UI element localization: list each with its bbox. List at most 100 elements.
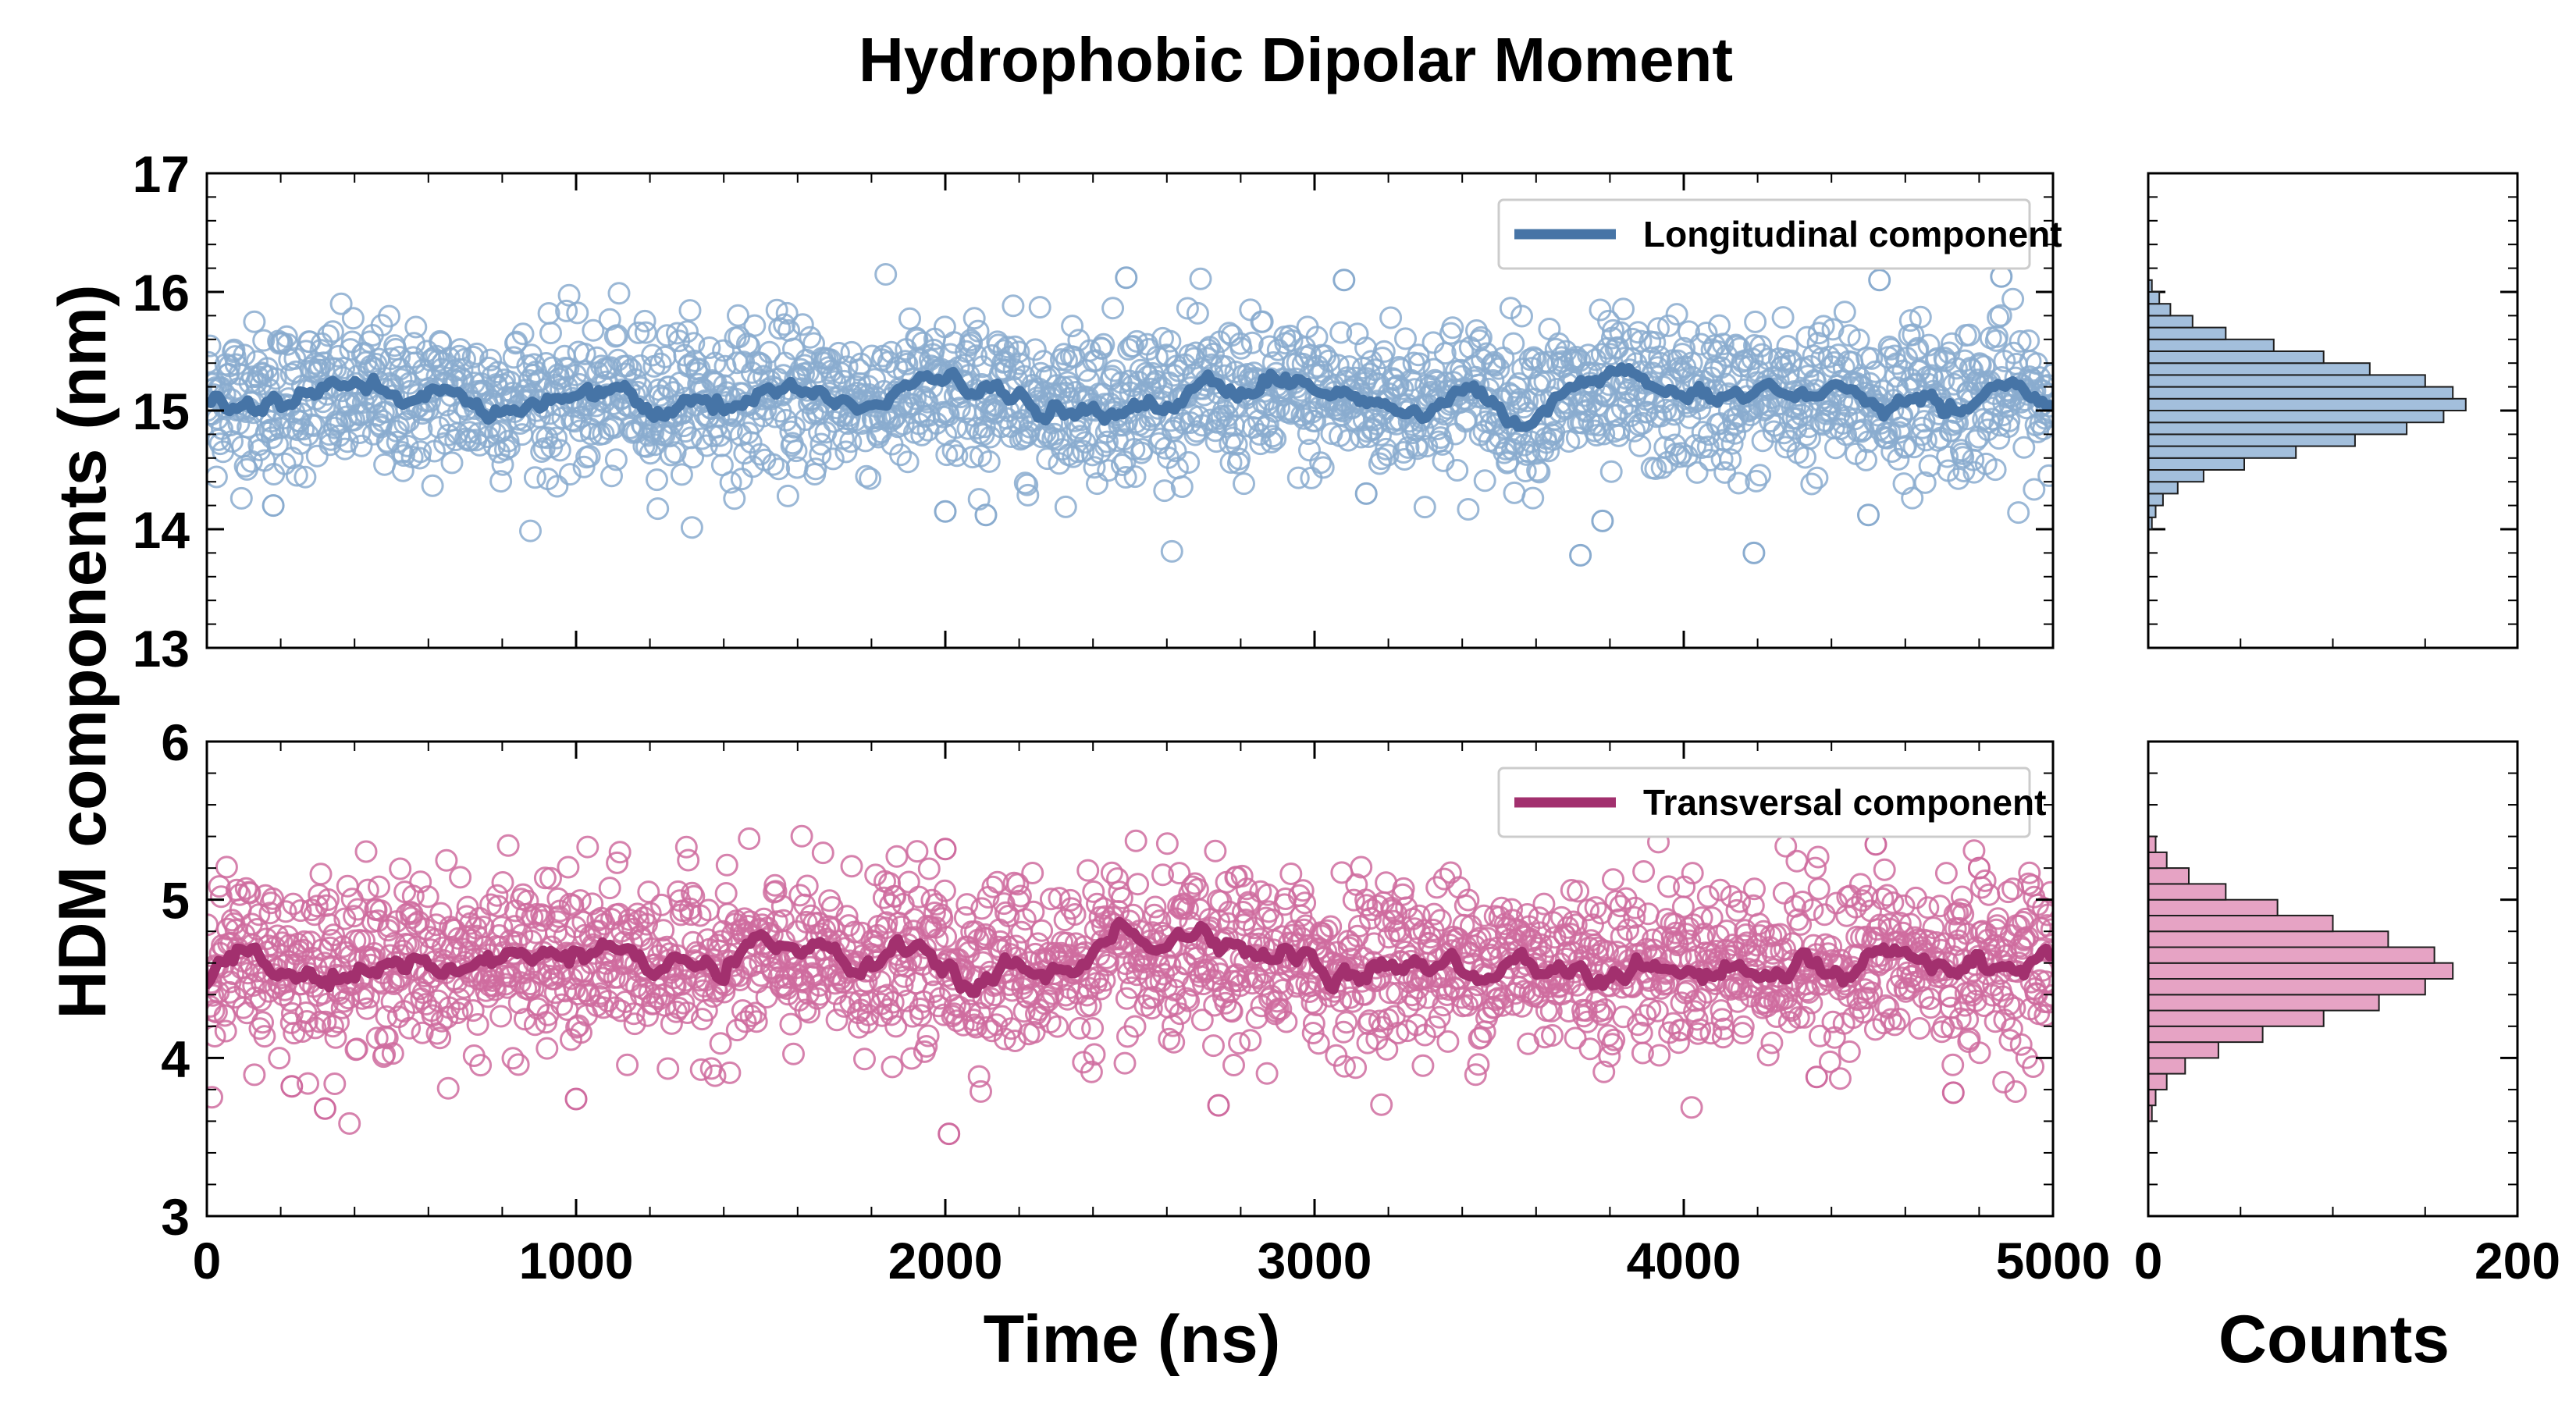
data-point (910, 423, 934, 446)
data-point (1196, 338, 1219, 361)
data-point (1264, 427, 1287, 450)
data-point (209, 885, 233, 909)
data-point (1719, 448, 1742, 471)
data-point (934, 925, 958, 948)
data-point (1131, 438, 1154, 461)
data-point (980, 987, 1002, 1010)
data-point (582, 318, 605, 342)
data-point (763, 405, 787, 429)
data-point (546, 475, 569, 498)
data-point (1592, 422, 1616, 446)
data-point (1780, 999, 1803, 1023)
data-point (2037, 464, 2053, 487)
data-point (1510, 304, 1533, 328)
data-point (1643, 331, 1667, 354)
data-point (1908, 1017, 1931, 1040)
hist-bar (2147, 315, 2194, 329)
data-point (808, 421, 831, 444)
x-tick-label: 5000 (1996, 1232, 2111, 1289)
data-point (284, 360, 308, 383)
data-point (1528, 461, 1551, 484)
data-point (1913, 471, 1937, 494)
data-point (825, 1008, 849, 1032)
data-point (1902, 436, 1926, 459)
data-point (649, 352, 672, 375)
data-point (1344, 1056, 1368, 1080)
legend-box-longitudinal (1497, 198, 2031, 270)
data-point (572, 455, 596, 478)
data-point (1339, 986, 1361, 1009)
data-point (545, 426, 568, 450)
data-point (243, 310, 266, 333)
data-point (1392, 441, 1415, 464)
data-point (948, 995, 971, 1019)
data-point (1998, 993, 2021, 1016)
data-point (1395, 896, 1418, 919)
data-point (388, 346, 411, 368)
hist-bar (2147, 1009, 2325, 1027)
hist-bar (2147, 350, 2325, 365)
data-point (262, 887, 284, 910)
data-point (1891, 359, 1915, 382)
data-point (351, 982, 375, 1005)
y-tick-label: 4 (161, 1030, 190, 1087)
data-point (273, 978, 297, 1001)
data-point (1997, 880, 2020, 904)
data-point (1164, 439, 1187, 463)
data-point (1184, 341, 1208, 365)
data-point (532, 904, 556, 927)
data-point (776, 484, 799, 507)
data-point (1647, 317, 1670, 340)
data-point (1464, 1063, 1487, 1087)
data-point (491, 871, 514, 894)
data-point (1429, 909, 1452, 932)
data-point (1941, 1053, 1965, 1076)
data-point (2003, 996, 2026, 1019)
data-point (666, 322, 688, 345)
y-tick-label: 14 (133, 501, 190, 559)
data-point (1329, 990, 1353, 1012)
data-point (1628, 434, 1652, 457)
data-point (710, 930, 733, 953)
data-point (703, 1064, 727, 1087)
data-point (970, 897, 994, 920)
data-point (1696, 885, 1720, 909)
data-point (1032, 350, 1055, 373)
x-tick-label: 1000 (519, 1232, 634, 1289)
data-point (945, 444, 969, 468)
data-point (1016, 483, 1040, 507)
data-point-outlier (1941, 1081, 1965, 1104)
data-point (1011, 409, 1034, 432)
data-point (1162, 1030, 1186, 1054)
data-point (1370, 1093, 1393, 1116)
data-point (1315, 919, 1339, 942)
legend-label-longitudinal: Longitudinal component (1643, 214, 2062, 254)
data-point (656, 1057, 680, 1080)
data-point (743, 314, 767, 337)
data-point (358, 986, 380, 1009)
data-point (641, 343, 664, 367)
data-point (1835, 405, 1859, 429)
data-point (2009, 1033, 2033, 1056)
data-point (652, 919, 675, 942)
data-point-outlier (1332, 269, 1356, 292)
data-point-outlier (934, 500, 957, 523)
running-mean-line-longitudinal (207, 362, 2053, 432)
data-point (363, 942, 386, 965)
data-point (727, 304, 749, 327)
data-point (1750, 343, 1774, 366)
data-point (790, 824, 813, 848)
data-point (1557, 1000, 1581, 1023)
data-point (1632, 860, 1656, 883)
data-point (782, 1042, 805, 1065)
data-point (2008, 329, 2032, 353)
data-point (1177, 989, 1201, 1012)
data-point (1378, 981, 1401, 1005)
data-point (1190, 1008, 1214, 1032)
data-point (1342, 888, 1365, 912)
data-point (449, 866, 472, 889)
data-point (840, 855, 863, 878)
data-point (436, 1076, 460, 1100)
data-point (234, 877, 258, 900)
data-point (539, 322, 562, 345)
